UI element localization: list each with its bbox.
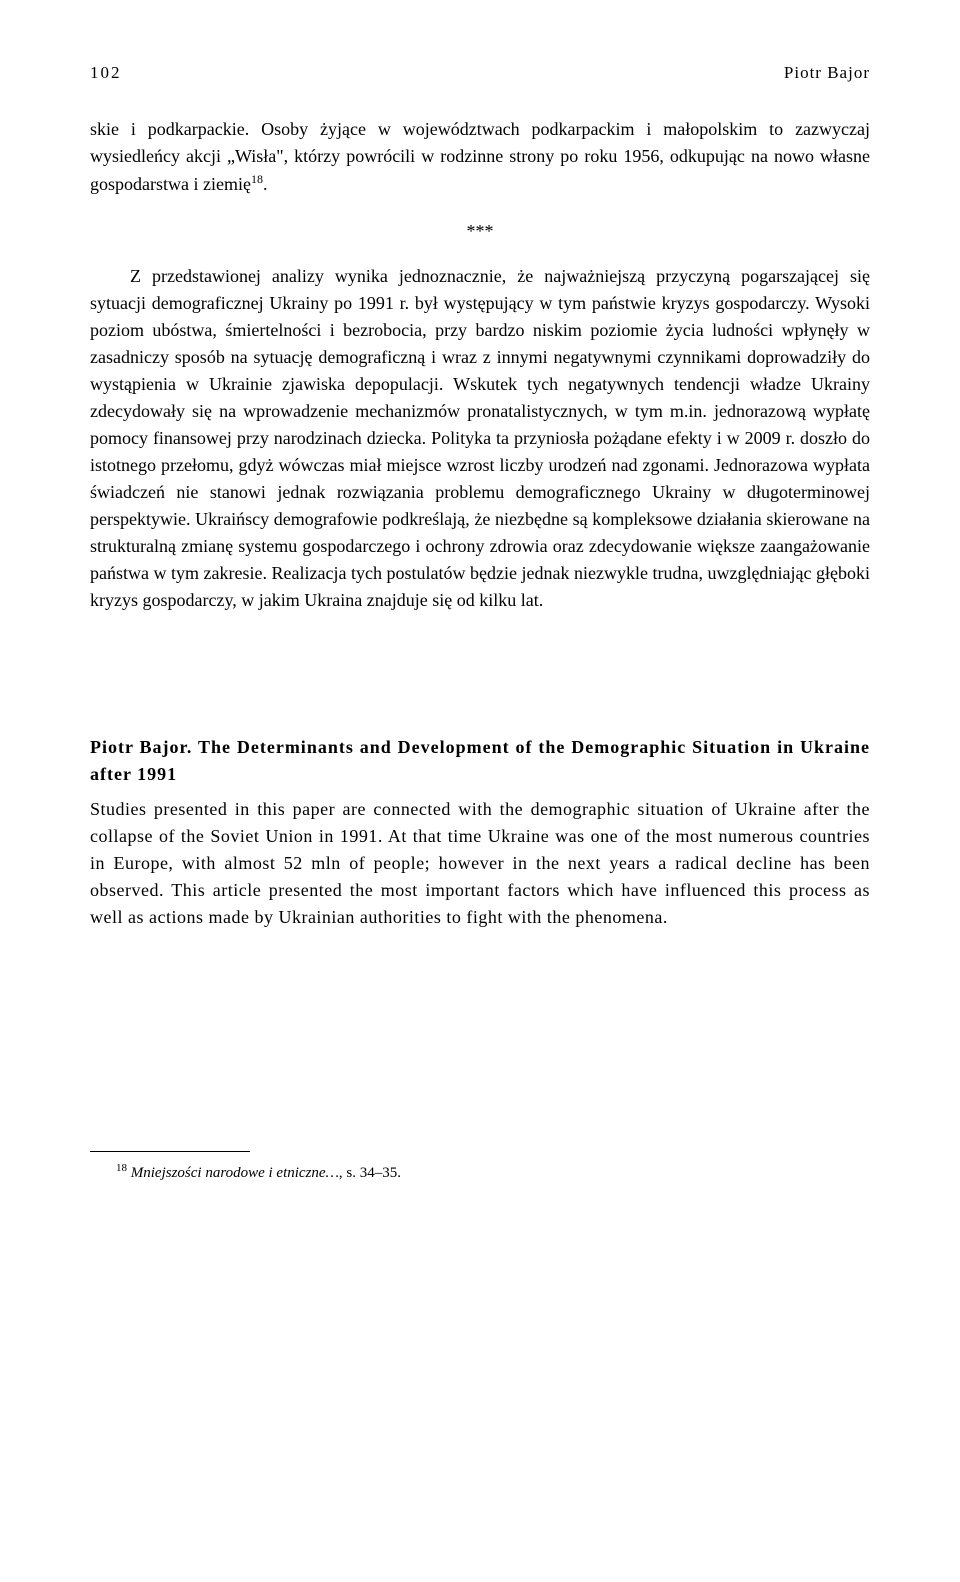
footnote-ref-18: 18 — [251, 172, 263, 186]
footnote-18: 18 Mniejszości narodowe i etniczne…, s. … — [90, 1160, 870, 1185]
running-header: 102 Piotr Bajor — [90, 60, 870, 86]
footnote-italic: Mniejszości narodowe i etniczne… — [131, 1165, 339, 1181]
abstract-section: Piotr Bajor. The Determinants and Develo… — [90, 734, 870, 931]
abstract-body: Studies presented in this paper are conn… — [90, 796, 870, 931]
footnote-rest: , s. 34–35. — [339, 1165, 401, 1181]
body-paragraph-1: skie i podkarpackie. Osoby żyjące w woje… — [90, 116, 870, 198]
body-paragraph-2: Z przedstawionej analizy wynika jednozna… — [90, 263, 870, 614]
running-author: Piotr Bajor — [784, 60, 870, 86]
footnote-rule — [90, 1151, 250, 1152]
para1-text: skie i podkarpackie. Osoby żyjące w woje… — [90, 119, 870, 194]
section-separator: *** — [90, 218, 870, 245]
abstract-title: Piotr Bajor. The Determinants and Develo… — [90, 734, 870, 788]
para1-end: . — [263, 174, 268, 194]
footnote-number: 18 — [116, 1162, 127, 1174]
page-number: 102 — [90, 60, 122, 86]
